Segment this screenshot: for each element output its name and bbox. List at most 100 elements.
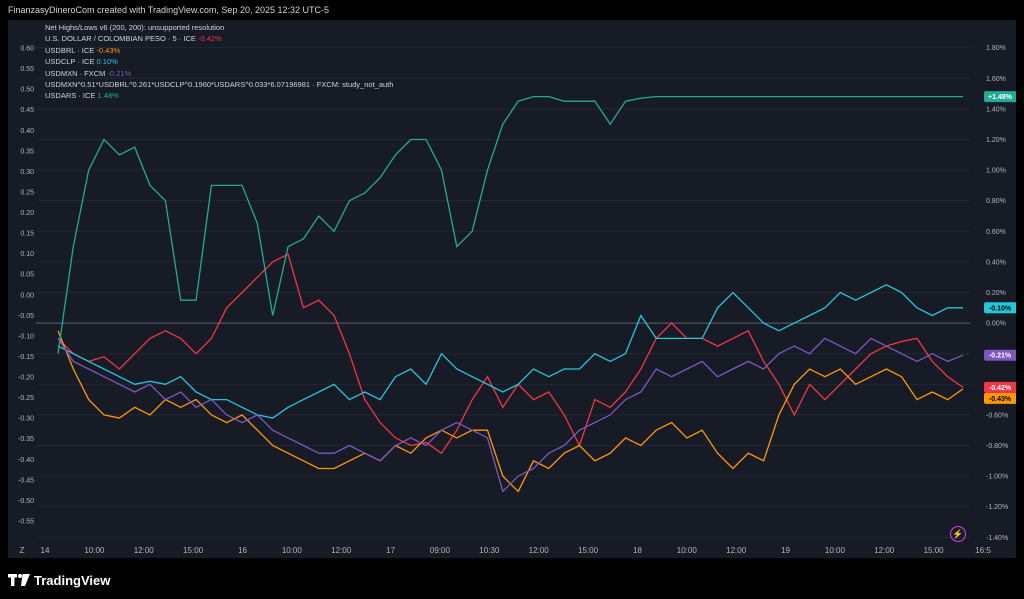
left-axis-tick: -0.05 [18, 313, 34, 320]
legend-row-3[interactable]: USDMXN · FXCM -0.21% [45, 68, 393, 79]
x-axis-tick: 10:30 [479, 546, 500, 555]
left-axis-tick: -0.40 [18, 457, 34, 464]
x-axis-tick: 16 [238, 546, 247, 555]
x-axis-tick: 15:00 [578, 546, 599, 555]
left-axis-tick: 0.45 [20, 107, 34, 114]
x-axis-tick: 12:00 [529, 546, 550, 555]
x-axis-tick: 12:00 [134, 546, 155, 555]
legend-series-value: -0.43% [94, 45, 121, 55]
left-axis-tick: 0.40 [20, 128, 34, 135]
tradingview-logo[interactable]: TradingView [8, 571, 110, 589]
legend-series-name: USDBRL · ICE [45, 45, 95, 55]
left-axis-tick: -0.10 [18, 333, 34, 340]
left-axis-tick: -0.25 [18, 395, 34, 402]
x-axis-tick: 10:00 [677, 546, 698, 555]
x-axis-tick: 15:00 [924, 546, 945, 555]
left-axis-tick: 0.25 [20, 189, 34, 196]
price-badge-label: +1.48% [988, 94, 1013, 101]
x-axis-tick: 19 [781, 546, 790, 555]
left-axis-tick: 0.00 [20, 292, 34, 299]
left-axis-tick: -0.20 [18, 375, 34, 382]
right-axis-tick: -1.00% [986, 474, 1008, 481]
series-line-1 [57, 330, 964, 493]
left-axis-tick: 0.35 [20, 148, 34, 155]
right-axis-tick: 0.40% [986, 259, 1006, 266]
left-axis-tick: 0.50 [20, 87, 34, 94]
footer-bar [0, 558, 1024, 599]
x-axis-tick: 12:00 [331, 546, 352, 555]
right-axis-tick: 1.40% [986, 106, 1006, 113]
right-axis-tick: 1.80% [986, 45, 1006, 52]
series-line-0 [57, 253, 964, 455]
legend-series-name: USDMXN · FXCM [45, 68, 106, 78]
series-line-5 [57, 95, 963, 354]
price-badge-3 [984, 349, 1016, 361]
legend-row-1[interactable]: USDBRL · ICE -0.43% [45, 45, 393, 56]
left-axis-tick: -0.35 [18, 436, 34, 443]
price-badge-1 [984, 392, 1016, 404]
chart-caption-bar: FinanzasyDineroCom created with TradingV… [0, 0, 1024, 20]
x-axis-tick: 12:00 [726, 546, 747, 555]
tradingview-wordmark: TradingView [34, 572, 111, 588]
left-axis-tick: 0.05 [20, 272, 34, 279]
right-axis-tick: -1.40% [986, 535, 1008, 542]
left-axis-tick: -0.15 [18, 354, 34, 361]
left-axis-tick: -0.55 [18, 519, 34, 526]
price-badge-label: -0.42% [989, 385, 1012, 392]
left-axis-tick: 0.30 [20, 169, 34, 176]
legend-series-name: U.S. DOLLAR / COLOMBIAN PESO · 5 · ICE [45, 34, 196, 44]
x-axis-tick: 10:00 [84, 546, 105, 555]
legend-series-name: USDMXN^0.51*USDBRL^0.261*USDCLP^0.1960*U… [45, 80, 394, 90]
legend-series-value: -0.21% [105, 68, 132, 78]
right-axis-tick: -0.80% [986, 443, 1008, 450]
right-axis-tick: 1.60% [986, 76, 1006, 83]
indicator-label: Net Highs/Lows v6 (200, 200): unsupporte… [45, 23, 225, 32]
left-axis-tick: 0.20 [20, 210, 34, 217]
left-axis-tick: 0.60 [20, 46, 34, 53]
left-axis-tick: -0.50 [18, 498, 34, 505]
legend-series-value: -0.42% [195, 34, 222, 44]
price-badge-label: -0.21% [989, 353, 1012, 360]
price-badge-5 [984, 91, 1016, 103]
series-line-3 [57, 337, 964, 493]
x-axis-tick: 17 [386, 546, 395, 555]
tradingview-logo-icon [8, 574, 30, 586]
legend-series-value: 1.48% [95, 91, 119, 101]
right-axis-tick: 1.20% [986, 137, 1006, 144]
timezone-icon[interactable]: Z [20, 546, 25, 555]
right-axis-tick: 0.80% [986, 198, 1006, 205]
left-axis-tick: -0.30 [18, 416, 34, 423]
price-chart[interactable]: 1.80% 1.60% 1.40% 1.20% 1.00% 0.80% 0.60% 0.40%… [8, 20, 1016, 558]
x-axis-tick: 16:5 [975, 546, 991, 555]
left-axis-tick: 0.10 [20, 251, 34, 258]
x-axis-tick: 09:00 [430, 546, 451, 555]
price-badge-2 [984, 302, 1016, 314]
x-axis-tick: 14 [41, 546, 50, 555]
x-axis-tick: 18 [633, 546, 642, 555]
price-badge-label: -0.43% [989, 396, 1012, 403]
right-axis-tick: 1.00% [986, 168, 1006, 175]
x-axis-tick: 10:00 [825, 546, 846, 555]
right-axis-tick: -0.60% [986, 412, 1008, 419]
right-axis-tick: 0.60% [986, 229, 1006, 236]
left-axis-tick: -0.45 [18, 477, 34, 484]
x-axis-tick: 12:00 [874, 546, 895, 555]
legend-row-0[interactable]: U.S. DOLLAR / COLOMBIAN PESO · 5 · ICE -… [45, 33, 393, 44]
legend-series-value: 0.10% [94, 57, 118, 67]
right-axis-tick: 0.00% [986, 321, 1006, 328]
legend-row-2[interactable]: USDCLP · ICE 0.10% [45, 56, 393, 67]
legend-row-4[interactable]: USDMXN^0.51*USDBRL^0.261*USDCLP^0.1960*U… [45, 79, 393, 90]
chart-legend: Net Highs/Lows v6 (200, 200): unsupporte… [45, 22, 393, 102]
x-axis-tick: 15:00 [183, 546, 204, 555]
legend-series-name: USDARS · ICE [45, 91, 96, 101]
chart-panel[interactable]: 1.80% 1.60% 1.40% 1.20% 1.00% 0.80% 0.60% 0.40%… [8, 20, 1016, 558]
chart-caption: FinanzasyDineroCom created with TradingV… [8, 5, 329, 15]
x-axis-tick: 10:00 [282, 546, 303, 555]
legend-row-5[interactable]: USDARS · ICE 1.48% [45, 90, 393, 101]
series-line-2 [57, 284, 963, 419]
price-badge-0 [984, 381, 1016, 393]
left-axis-tick: 0.55 [20, 66, 34, 73]
price-badge-label: -0.10% [989, 305, 1012, 312]
legend-series-name: USDCLP · ICE [45, 57, 95, 67]
replay-icon[interactable]: ⚡ [950, 526, 966, 542]
